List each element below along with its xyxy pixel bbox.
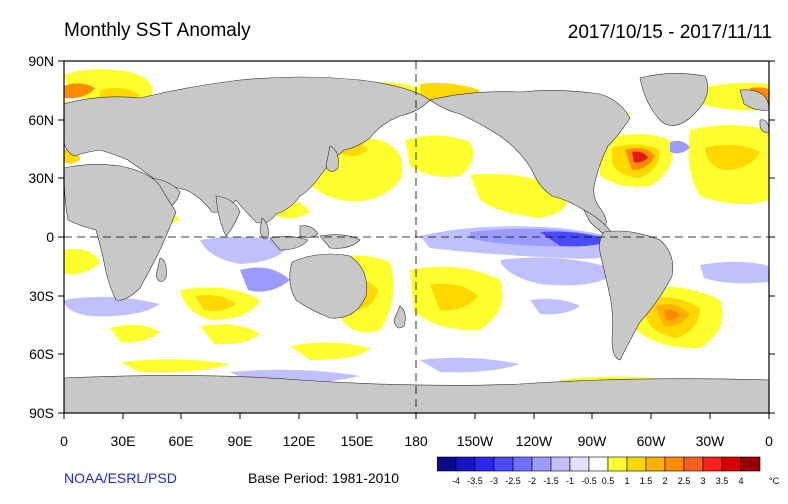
land-eurasia [64,76,431,224]
colorbar-box [588,456,609,472]
colorbar-tick-label: 1 [624,476,629,486]
land-south-america [599,230,674,361]
lat-label: 60S [29,346,54,362]
colorbar-ticks: -4 -3.5 -3 -2.5 -2 -1.5 -1 -0.5 0.5 1 1.5 2 2.5 3 3.5 4 [452,476,744,486]
colorbar-box [493,456,514,472]
land-greenland [639,73,709,126]
colorbar-box [683,456,704,472]
colorbar-tick-label: -0.5 [581,476,597,486]
colorbar-tick-label: -3.5 [467,476,483,486]
lon-label: 90E [228,433,253,449]
lon-label: 150W [457,433,494,449]
sst-anomaly-map: 90N 60N 30N 0 30S 60S 90S 0 30E 60E 90E … [28,53,775,449]
lon-label: 60E [169,433,194,449]
colorbar-tick-label: -1 [566,476,574,486]
colorbar-box [531,456,552,472]
colorbar-tick-label: 2 [662,476,667,486]
colorbar-tick-label: -2.5 [505,476,521,486]
lat-label: 90S [29,405,54,421]
lon-label: 180 [404,433,428,449]
lat-label: 30S [29,288,54,304]
colorbar-tick-label: 3 [700,476,705,486]
colorbar-box [550,456,571,472]
tick-marks [58,60,775,419]
base-period-label: Base Period: 1981-2010 [248,470,399,486]
colorbar-tick-label: 4 [738,476,743,486]
land-africa [64,164,177,301]
lon-label: 30W [696,433,726,449]
lon-label: 60W [637,433,667,449]
colorbar-box [626,456,647,472]
lon-label: 0 [765,433,773,449]
colorbar-tick-label: 2.5 [678,476,691,486]
land-new-guinea [319,234,361,249]
lat-labels: 90N 60N 30N 0 30S 60S 90S [28,53,54,421]
credit-label: NOAA/ESRL/PSD [64,470,177,486]
colorbar-box [664,456,685,472]
lon-label: 120W [516,433,553,449]
colorbar-box [455,456,476,472]
lon-label: 120E [283,433,316,449]
colorbar-box [607,456,628,472]
colorbar-tick-label: 0.5 [602,476,615,486]
lon-label: 30E [111,433,136,449]
land-india [215,195,241,237]
land-malay-peninsula [259,217,269,240]
colorbar-tick-label: -1.5 [543,476,559,486]
lat-label: 0 [46,229,54,245]
map-title: Monthly SST Anomaly [64,20,251,41]
colorbar-box [721,456,742,472]
land-japan [325,145,339,172]
colorbar-box [437,456,457,472]
colorbar-box [569,456,590,472]
lon-label: 90W [578,433,608,449]
colorbar-box [740,456,761,472]
colorbar-box [512,456,533,472]
lat-label: 90N [28,53,54,69]
colorbar-box [645,456,666,472]
colorbar-boxes [437,456,761,472]
land-australia [289,253,367,319]
colorbar-tick-label: -4 [452,476,460,486]
land-antarctica [64,375,769,413]
date-range: 2017/10/15 - 2017/11/11 [567,22,772,43]
colorbar-tick-label: 3.5 [716,476,729,486]
colorbar-tick-label: -2 [528,476,536,486]
lon-label: 150E [341,433,374,449]
land-indonesia [269,236,309,251]
lon-labels: 0 30E 60E 90E 120E 150E 180 150W 120W 90… [60,433,773,449]
lon-label: 0 [60,433,68,449]
colorbar-unit: °C [769,476,780,486]
land-madagascar [155,257,167,282]
lat-label: 30N [28,170,54,186]
colorbar-tick-label: 1.5 [640,476,653,486]
colorbar-box [474,456,495,472]
lat-label: 60N [28,112,54,128]
colorbar-box [702,456,723,472]
land-north-america [429,90,631,227]
colorbar: -4 -3.5 -3 -2.5 -2 -1.5 -1 -0.5 0.5 1 1.5 2 2.5 3 3.5 4… [437,456,780,486]
colorbar-tick-label: -3 [490,476,498,486]
land-new-zealand [393,305,406,329]
